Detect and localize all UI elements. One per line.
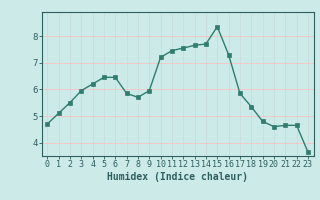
X-axis label: Humidex (Indice chaleur): Humidex (Indice chaleur) — [107, 172, 248, 182]
